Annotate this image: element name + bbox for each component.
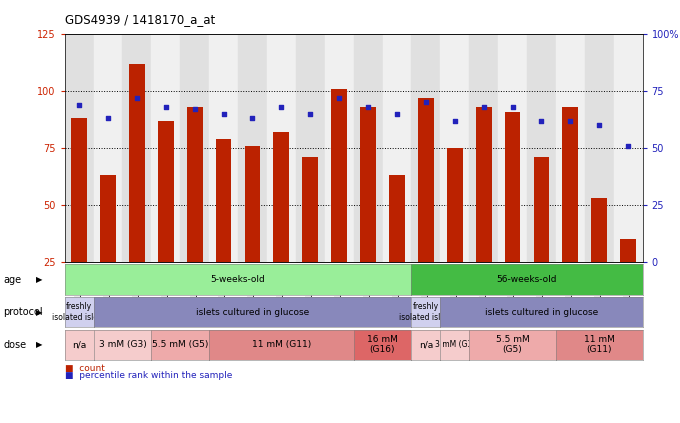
Bar [592, 198, 607, 262]
Bar [325, 34, 354, 262]
Point [334, 94, 345, 101]
Bar [505, 112, 520, 262]
Point [247, 115, 258, 122]
Text: 11 mM (G11): 11 mM (G11) [252, 340, 311, 349]
Text: 16 mM
(G16): 16 mM (G16) [367, 335, 398, 354]
Point [420, 99, 431, 106]
Bar [180, 34, 209, 262]
Bar [498, 34, 527, 262]
Bar [65, 34, 94, 262]
Bar [273, 132, 289, 262]
Bar [354, 34, 382, 262]
Bar [411, 34, 441, 262]
Text: 3 mM (G3): 3 mM (G3) [435, 340, 475, 349]
Point [362, 104, 373, 110]
Point [594, 122, 605, 129]
Text: 56-weeks-old: 56-weeks-old [497, 275, 557, 284]
Bar [267, 34, 296, 262]
Bar [447, 148, 462, 262]
Bar [187, 107, 203, 262]
Bar [469, 34, 498, 262]
Bar [296, 34, 325, 262]
Point [103, 115, 114, 122]
Text: islets cultured in glucose: islets cultured in glucose [196, 308, 309, 317]
Bar [71, 118, 87, 262]
Bar [418, 98, 434, 262]
Bar [158, 121, 173, 262]
Bar [383, 34, 411, 262]
Text: 5.5 mM
(G5): 5.5 mM (G5) [496, 335, 530, 354]
Text: 5-weeks-old: 5-weeks-old [211, 275, 265, 284]
Bar [94, 34, 122, 262]
Bar [389, 176, 405, 262]
Bar [614, 34, 643, 262]
Text: dose: dose [3, 340, 27, 350]
Bar [245, 146, 260, 262]
Bar [556, 34, 585, 262]
Text: 5.5 mM (G5): 5.5 mM (G5) [152, 340, 208, 349]
Text: ■  count: ■ count [65, 364, 105, 373]
Text: age: age [3, 275, 22, 285]
Text: n/a: n/a [72, 340, 86, 349]
Bar [620, 239, 636, 262]
Bar [476, 107, 492, 262]
Text: 11 mM
(G11): 11 mM (G11) [584, 335, 615, 354]
Text: n/a: n/a [419, 340, 433, 349]
Bar [100, 176, 116, 262]
Point [507, 104, 518, 110]
Point [449, 117, 460, 124]
Text: protocol: protocol [3, 307, 43, 317]
Point [565, 117, 576, 124]
Bar [441, 34, 469, 262]
Bar [585, 34, 614, 262]
Point [73, 101, 84, 108]
Bar [122, 34, 151, 262]
Bar [238, 34, 267, 262]
Text: ▶: ▶ [36, 308, 43, 317]
Point [623, 143, 634, 149]
Point [160, 104, 171, 110]
Point [189, 106, 200, 113]
Bar [216, 139, 231, 262]
Point [536, 117, 547, 124]
Text: ▶: ▶ [36, 340, 43, 349]
Point [478, 104, 489, 110]
Bar [534, 157, 549, 262]
Bar [151, 34, 180, 262]
Point [276, 104, 287, 110]
Point [392, 110, 403, 117]
Bar [360, 107, 376, 262]
Bar [209, 34, 238, 262]
Point [218, 110, 229, 117]
Bar [331, 89, 347, 262]
Bar [562, 107, 578, 262]
Point [305, 110, 316, 117]
Text: freshly
isolated islets: freshly isolated islets [399, 302, 452, 322]
Text: islets cultured in glucose: islets cultured in glucose [485, 308, 598, 317]
Text: freshly
isolated islets: freshly isolated islets [52, 302, 105, 322]
Text: ▶: ▶ [36, 275, 43, 284]
Text: ■  percentile rank within the sample: ■ percentile rank within the sample [65, 371, 232, 379]
Bar [303, 157, 318, 262]
Bar [527, 34, 556, 262]
Text: GDS4939 / 1418170_a_at: GDS4939 / 1418170_a_at [65, 13, 215, 26]
Point [131, 94, 142, 101]
Text: 3 mM (G3): 3 mM (G3) [99, 340, 146, 349]
Bar [129, 63, 145, 262]
